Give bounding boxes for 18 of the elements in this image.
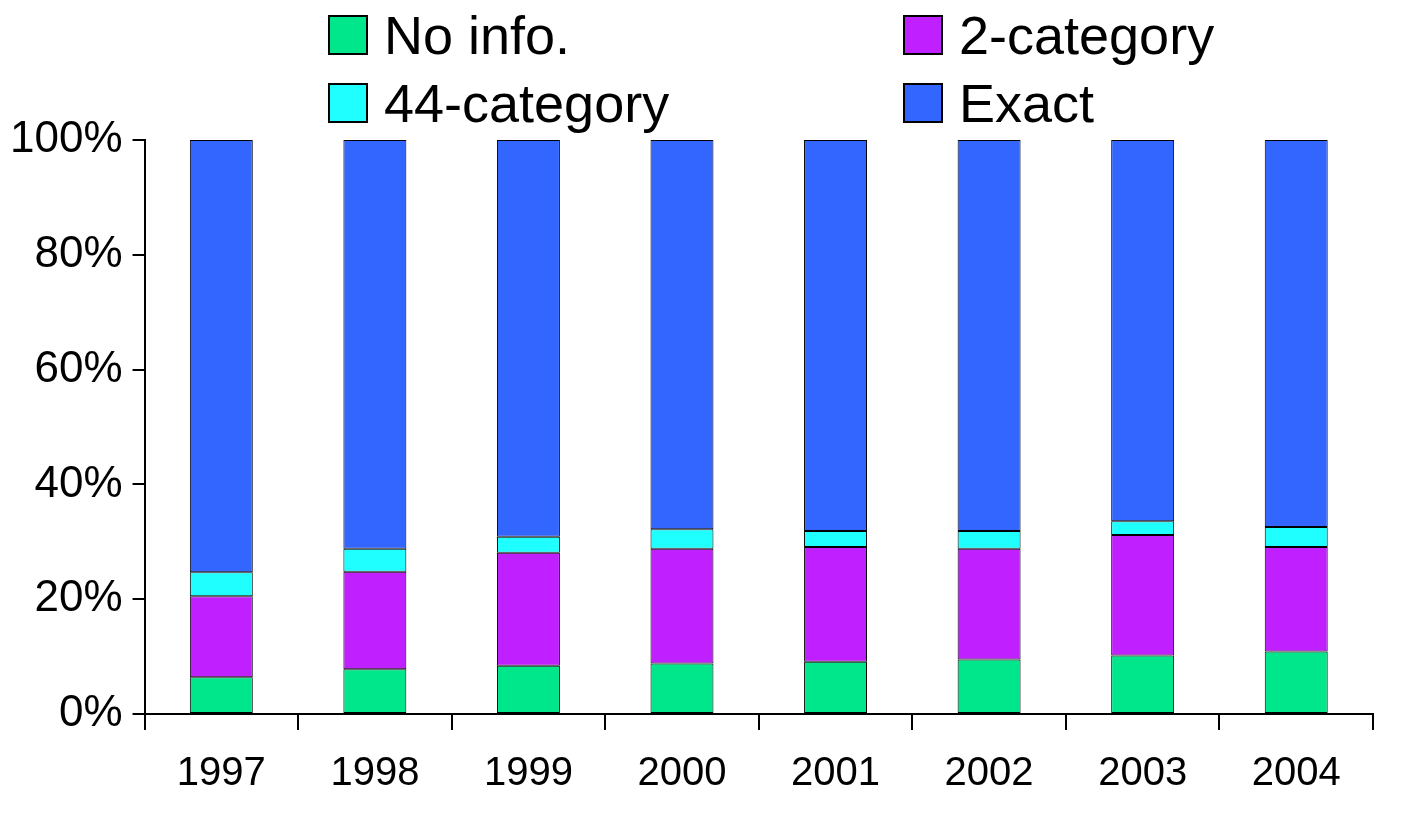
x-tick-label: 2004	[1251, 749, 1341, 794]
x-tick-label: 2002	[944, 749, 1034, 794]
y-tick-label: 20%	[34, 571, 123, 621]
x-tick-label: 2003	[1098, 749, 1188, 794]
legend-label: 44-category	[384, 72, 670, 134]
y-tick-label: 80%	[34, 226, 123, 276]
y-tick-label: 0%	[58, 686, 123, 736]
y-tick-label: 60%	[34, 341, 123, 391]
legend-label: No info.	[384, 4, 571, 66]
x-tick-label: 2001	[791, 749, 881, 794]
x-tick-label: 1997	[176, 749, 266, 794]
y-tick-label: 100%	[9, 112, 123, 162]
x-tick-label: 1998	[330, 749, 420, 794]
y-tick-label: 40%	[34, 456, 123, 506]
x-tick-label: 1999	[483, 749, 573, 794]
legend-label: 2-category	[959, 4, 1215, 66]
legend-label: Exact	[959, 72, 1095, 134]
x-tick-label: 2000	[637, 749, 727, 794]
